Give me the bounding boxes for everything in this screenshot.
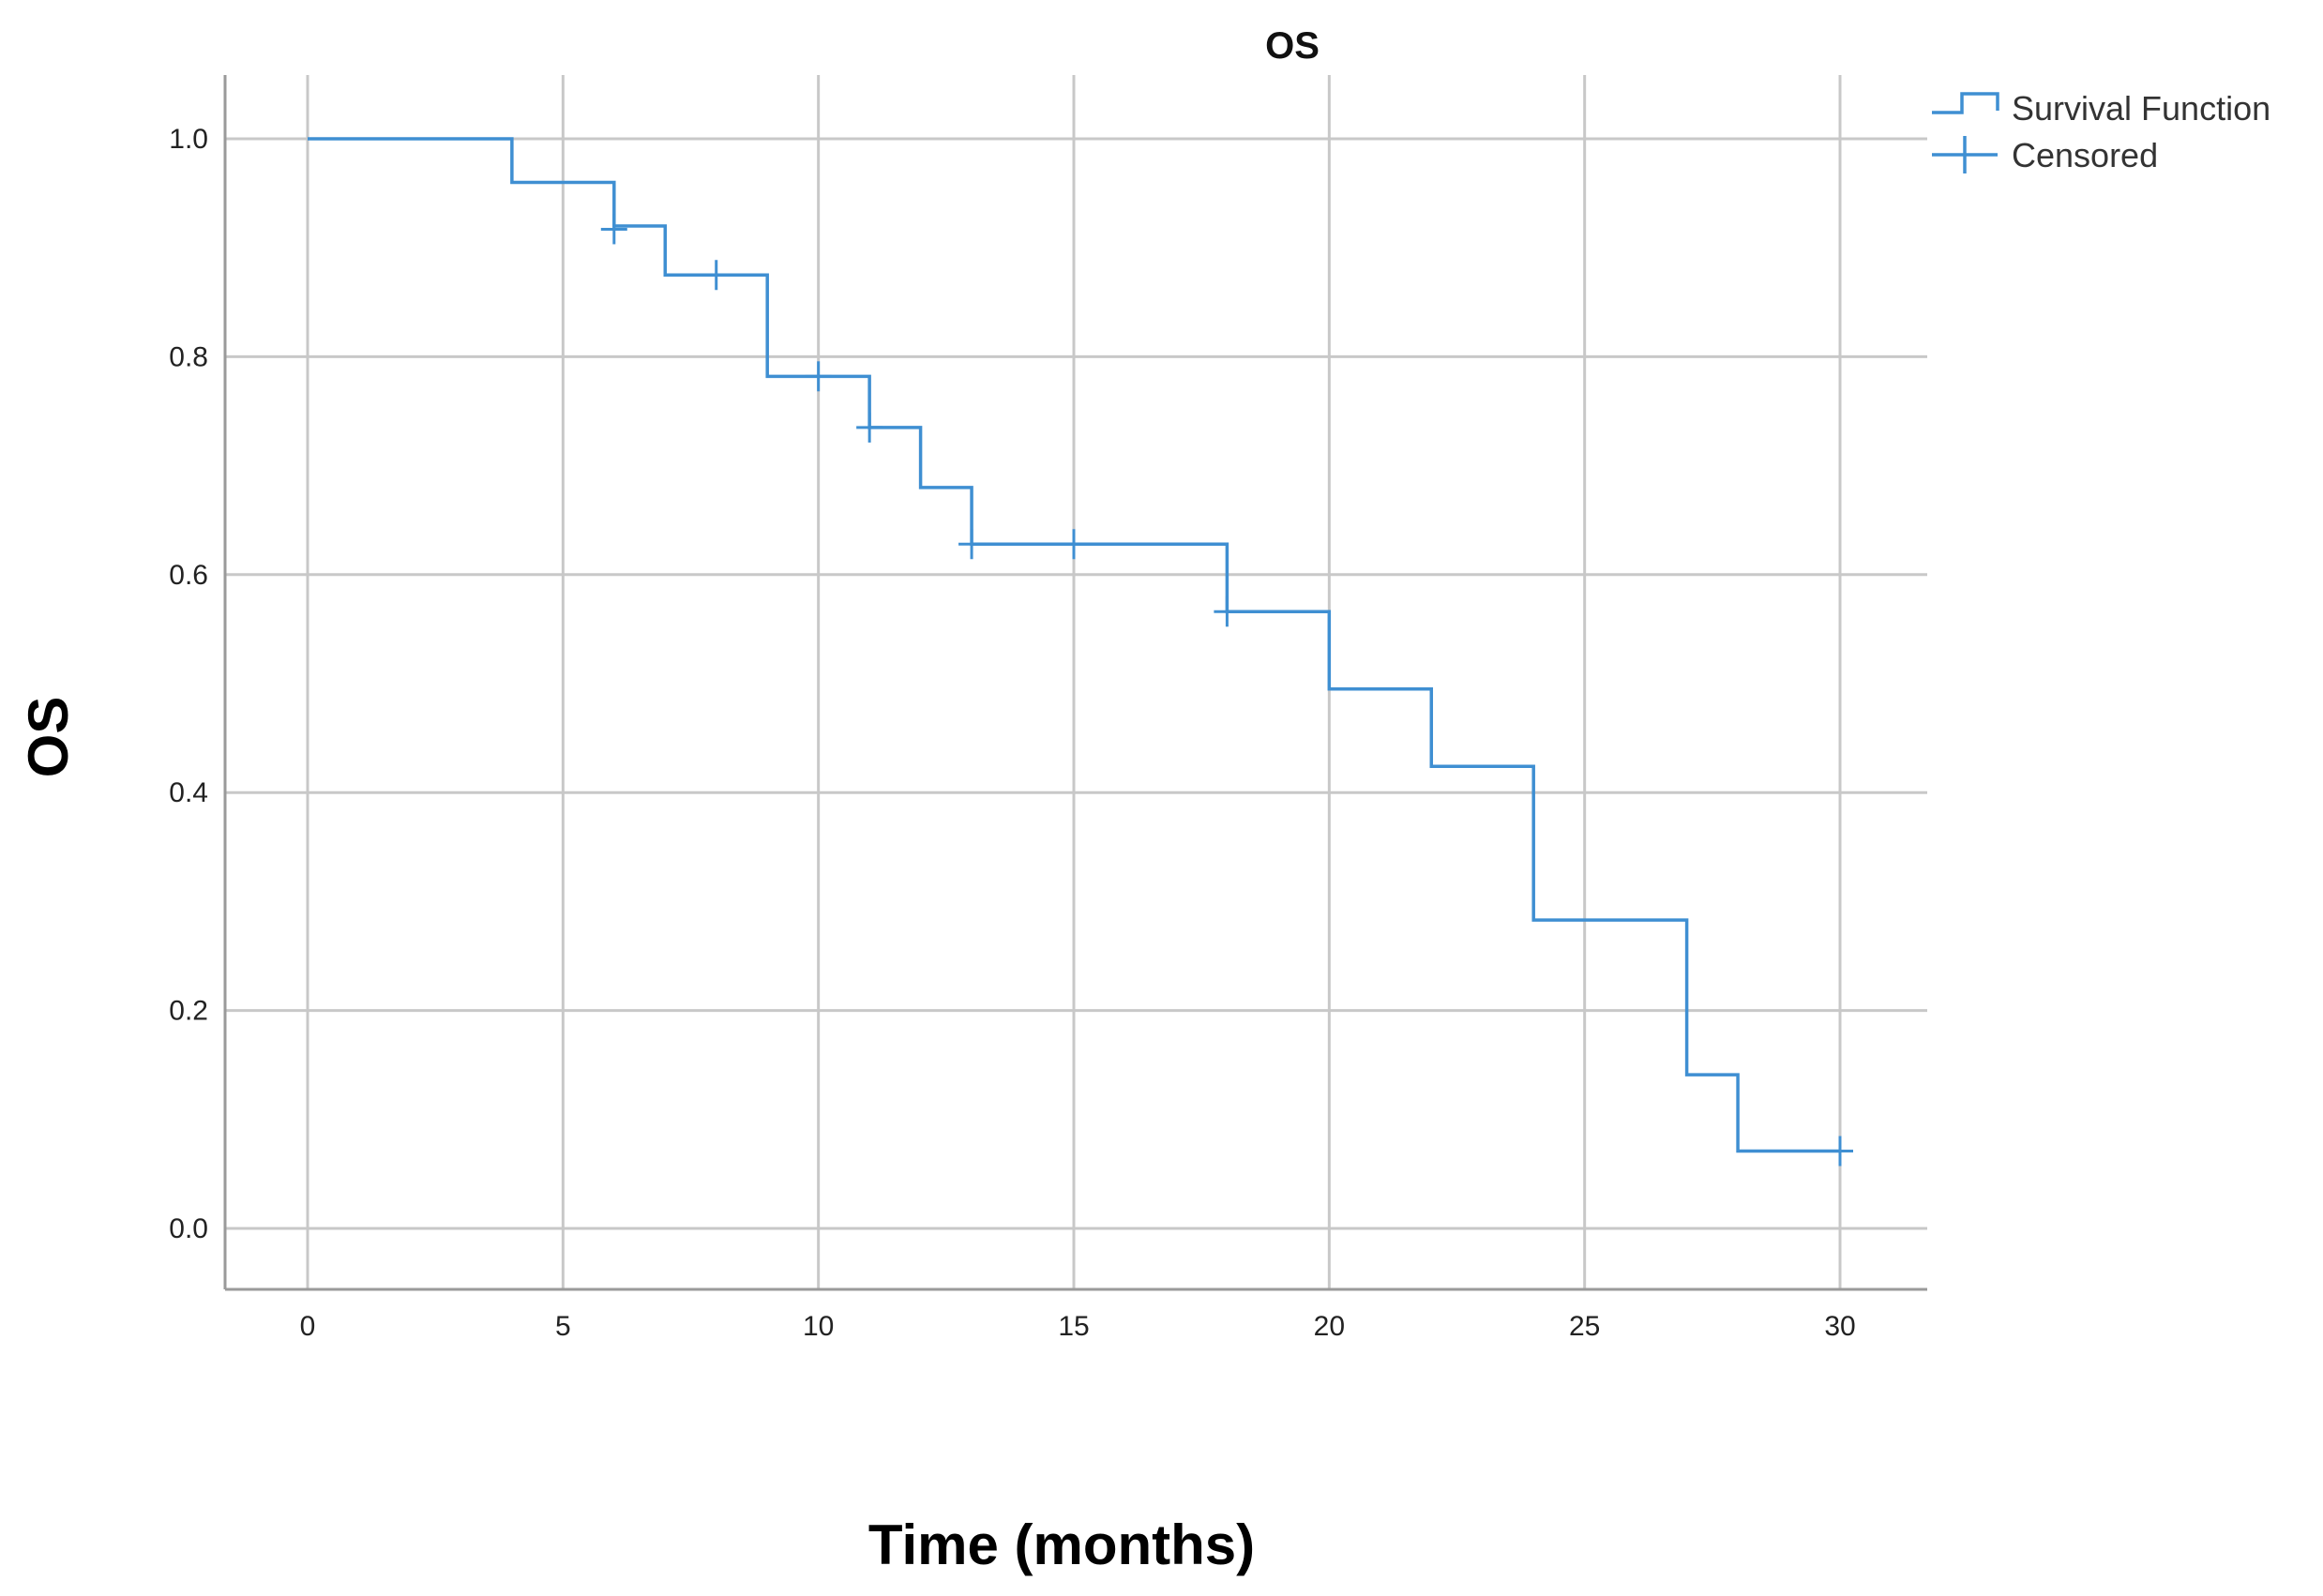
censored-series: [600, 214, 1853, 1167]
x-tick-label: 5: [555, 1311, 571, 1342]
censor-mark: [1827, 1136, 1853, 1167]
x-tick-label: 15: [1058, 1311, 1089, 1342]
censor-mark: [958, 529, 986, 560]
y-axis-title: OS: [17, 697, 80, 778]
censor-mark: [600, 214, 627, 245]
censor-mark: [702, 260, 730, 291]
y-tick-label: 1.0: [169, 124, 208, 155]
survival-step-line: [308, 137, 1840, 1153]
x-tick-label: 10: [803, 1311, 834, 1342]
x-axis-title: Time (months): [868, 1513, 1255, 1576]
y-tick-label: 0.8: [169, 341, 208, 372]
x-tick-label: 20: [1314, 1311, 1345, 1342]
survival-series: [308, 137, 1840, 1153]
legend-label-censored: Censored: [2012, 136, 2158, 174]
y-tick-label: 0.6: [169, 560, 208, 591]
step-line-icon: [1932, 92, 1999, 114]
x-tick-label: 25: [1569, 1311, 1600, 1342]
censor-mark: [1061, 529, 1087, 560]
censor-mark: [1214, 596, 1241, 627]
legend-label-survival: Survival Function: [2012, 89, 2270, 128]
censor-mark: [856, 412, 883, 443]
grid: [225, 75, 1927, 1289]
x-tick-label: 0: [300, 1311, 316, 1342]
y-tick-label: 0.4: [169, 777, 208, 808]
censor-mark: [805, 361, 832, 392]
y-tick-label: 0.2: [169, 996, 208, 1027]
y-tick-labels: 0.0 0.2 0.4 0.6 0.8 1.0: [169, 124, 208, 1244]
legend: Survival Function Censored: [1932, 89, 2270, 174]
chart-title: OS: [1265, 25, 1320, 67]
x-tick-labels: 0 5 10 15 20 25 30: [300, 1311, 1856, 1342]
y-tick-label: 0.0: [169, 1213, 208, 1244]
axes: [223, 75, 1927, 1291]
x-tick-label: 30: [1824, 1311, 1855, 1342]
